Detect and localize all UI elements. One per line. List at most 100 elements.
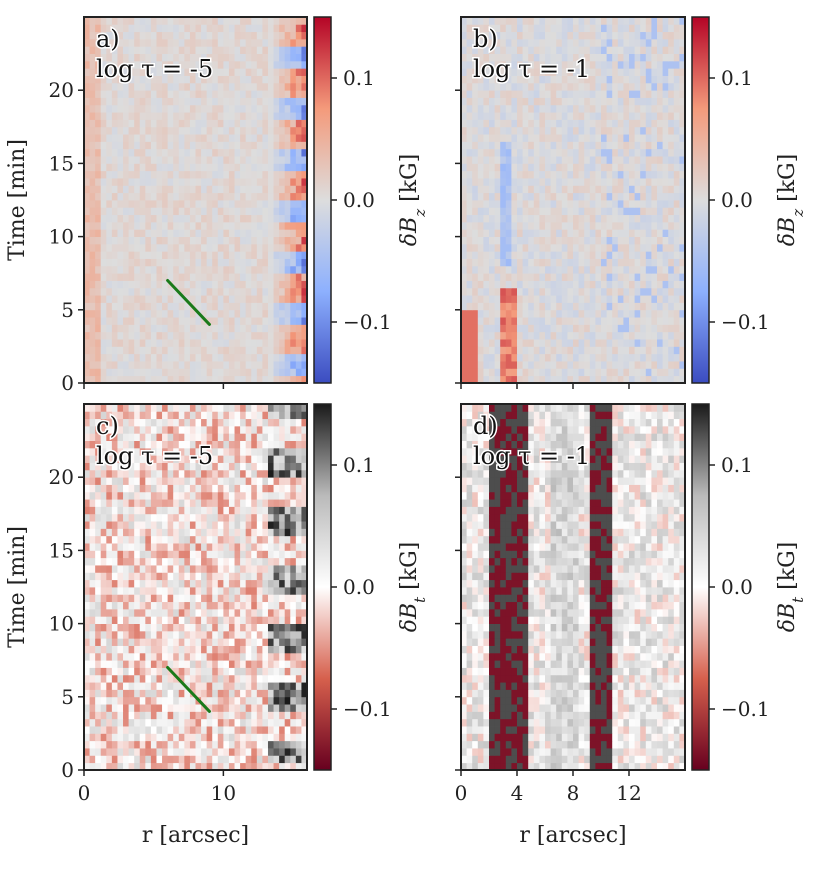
heatmap-cell xyxy=(234,82,241,91)
heatmap-cell xyxy=(84,207,90,216)
heatmap-cell xyxy=(500,200,507,208)
heatmap-cell xyxy=(212,46,219,54)
heatmap-cell xyxy=(284,674,291,683)
heatmap-cell xyxy=(662,353,669,362)
heatmap-cell xyxy=(550,53,557,62)
heatmap-cell xyxy=(251,638,258,646)
heatmap-cell xyxy=(290,339,297,347)
heatmap-cell xyxy=(167,60,174,69)
heatmap-cell xyxy=(673,229,680,237)
heatmap-cell xyxy=(178,755,185,764)
heatmap-cell xyxy=(123,667,130,676)
heatmap-cell xyxy=(128,339,135,347)
heatmap-cell xyxy=(206,170,213,179)
heatmap-cell xyxy=(284,295,291,303)
heatmap-cell xyxy=(128,309,135,318)
heatmap-cell xyxy=(629,119,635,128)
heatmap-cell xyxy=(629,141,635,150)
heatmap-cell xyxy=(251,660,258,668)
heatmap-cell xyxy=(162,265,169,274)
heatmap-cell xyxy=(84,740,90,749)
heatmap-cell xyxy=(195,200,202,208)
heatmap-cell xyxy=(111,112,118,120)
heatmap-cell xyxy=(295,148,302,157)
heatmap-cell xyxy=(578,265,585,274)
heatmap-cell xyxy=(301,221,308,230)
heatmap-cell xyxy=(195,361,202,369)
heatmap-cell xyxy=(657,361,663,369)
heatmap-cell xyxy=(111,295,118,303)
heatmap-cell xyxy=(533,141,540,150)
heatmap-cell xyxy=(595,17,602,25)
heatmap-cell xyxy=(573,38,579,47)
heatmap-cell xyxy=(145,258,152,267)
heatmap-cell xyxy=(584,97,591,106)
heatmap-cell xyxy=(139,112,146,120)
heatmap-cell xyxy=(634,295,641,303)
heatmap-cell xyxy=(228,616,235,624)
heatmap-cell xyxy=(128,265,135,274)
heatmap-cell xyxy=(623,207,630,216)
heatmap-cell xyxy=(234,375,241,384)
heatmap-cell xyxy=(623,112,630,120)
heatmap-cell xyxy=(662,243,669,252)
heatmap-cell xyxy=(477,229,484,237)
heatmap-cell xyxy=(679,60,686,69)
heatmap-cell xyxy=(668,192,675,201)
heatmap-cell xyxy=(212,652,219,661)
heatmap-cell xyxy=(223,53,230,62)
heatmap-cell xyxy=(89,375,96,384)
heatmap-cell xyxy=(645,38,652,47)
heatmap-cell xyxy=(240,317,247,325)
heatmap-cell xyxy=(461,258,467,267)
heatmap-cell xyxy=(290,53,297,62)
heatmap-cell xyxy=(245,229,252,237)
heatmap-cell xyxy=(95,594,102,603)
heatmap-cell xyxy=(634,221,641,230)
heatmap-cell xyxy=(573,200,579,208)
heatmap-cell xyxy=(483,353,490,362)
heatmap-cell xyxy=(284,24,291,33)
heatmap-cell xyxy=(139,762,146,771)
heatmap-cell xyxy=(234,280,241,289)
heatmap-cell xyxy=(505,38,512,47)
heatmap-cell xyxy=(461,353,467,362)
heatmap-cell xyxy=(189,163,196,172)
heatmap-cell xyxy=(533,353,540,362)
heatmap-cell xyxy=(189,141,196,150)
heatmap-cell xyxy=(212,163,219,172)
heatmap-cell xyxy=(617,68,624,76)
heatmap-cell xyxy=(561,375,568,384)
heatmap-cell xyxy=(128,90,135,98)
heatmap-cell xyxy=(201,126,208,135)
heatmap-cell xyxy=(533,97,540,106)
heatmap-cell xyxy=(240,696,247,705)
heatmap-cell xyxy=(201,346,208,355)
heatmap-cell xyxy=(545,75,551,84)
heatmap-cell xyxy=(89,755,96,764)
heatmap-cell xyxy=(657,178,663,186)
heatmap-cell xyxy=(505,221,512,230)
heatmap-cell xyxy=(95,258,102,267)
heatmap-cell xyxy=(212,645,219,654)
heatmap-cell xyxy=(256,46,263,54)
heatmap-cell xyxy=(162,46,169,54)
heatmap-cell xyxy=(95,601,102,610)
heatmap-cell xyxy=(212,608,219,617)
heatmap-cell xyxy=(483,192,490,201)
heatmap-cell xyxy=(295,141,302,150)
heatmap-cell xyxy=(483,346,490,355)
heatmap-cell xyxy=(189,682,196,690)
heatmap-cell xyxy=(589,346,596,355)
heatmap-cell xyxy=(234,368,241,377)
panel-label: a) xyxy=(96,25,120,53)
heatmap-cell xyxy=(679,295,686,303)
heatmap-cell xyxy=(100,265,107,274)
heatmap-cell xyxy=(240,258,247,267)
heatmap-cell xyxy=(284,185,291,194)
heatmap-cell xyxy=(500,287,507,296)
heatmap-cell xyxy=(595,361,602,369)
heatmap-cell xyxy=(273,236,280,245)
heatmap-cell xyxy=(284,60,291,69)
heatmap-cell xyxy=(679,331,686,340)
